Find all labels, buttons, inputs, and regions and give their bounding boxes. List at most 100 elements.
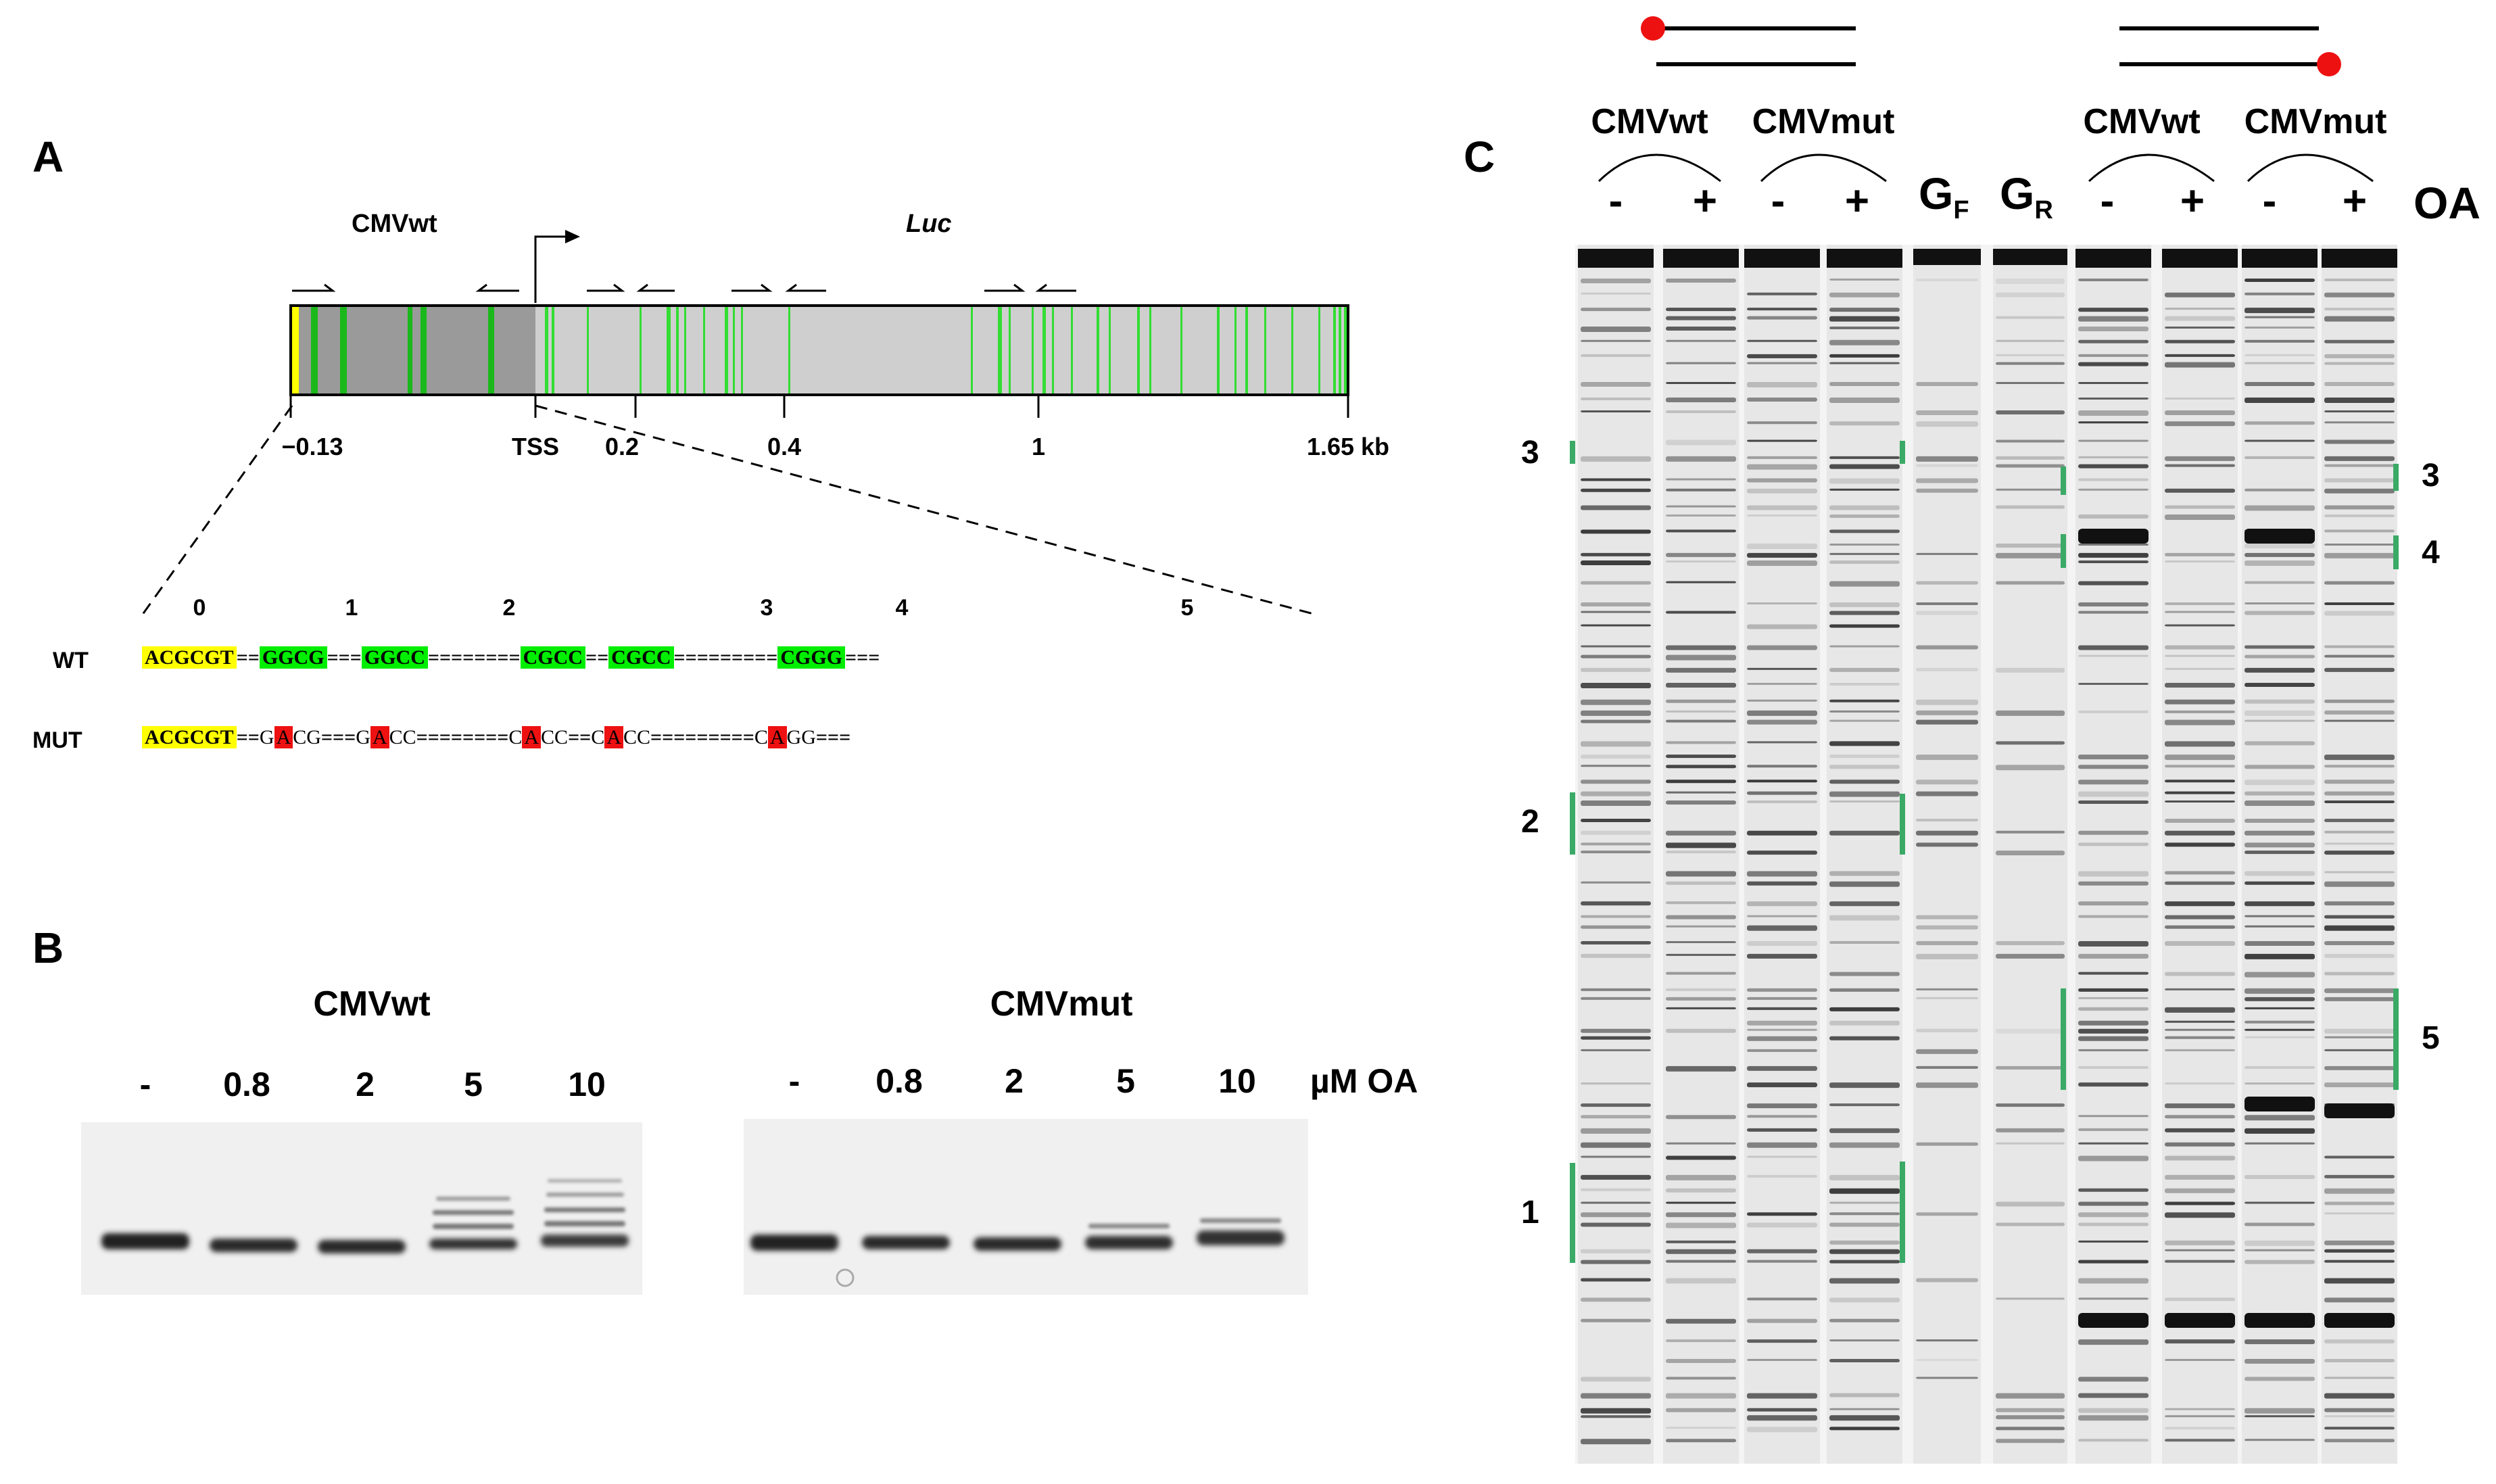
seq-base: G: [259, 726, 274, 748]
gel-band: [2165, 800, 2235, 803]
gel-artifact: [836, 1268, 855, 1287]
footprint-marker-label: 3: [2422, 458, 2440, 494]
gel-band: [2165, 488, 2235, 493]
gel-band: [2078, 1188, 2149, 1192]
gel-band: [2165, 842, 2235, 847]
gel-band: [1581, 925, 1651, 929]
gel-band: [1747, 1082, 1817, 1088]
lane-label: 2: [1005, 1062, 1024, 1100]
gel-band: [2324, 1103, 2395, 1118]
gel-band: [2245, 842, 2315, 848]
gel-band: [2165, 292, 2235, 297]
gel-band: [1829, 381, 1900, 386]
gel-band: [1747, 478, 1817, 483]
gel-band: [2165, 1142, 2235, 1147]
lane-group-title: CMVmut: [2244, 102, 2387, 141]
gel-band: [1666, 279, 1736, 283]
oa-label: OA: [2414, 178, 2480, 228]
gel-band: [2078, 800, 2149, 804]
gel-band: [2324, 988, 2395, 993]
gel-band: [2165, 1339, 2235, 1344]
gel-band: [1829, 1339, 1900, 1342]
concentration-unit: µM OA: [1310, 1062, 1418, 1100]
gel-band: [2324, 972, 2395, 976]
gel-band: [2245, 327, 2315, 329]
gel-band: [1996, 1066, 2065, 1070]
site-number: 2: [502, 595, 516, 621]
gel-band: [2165, 682, 2235, 688]
gel-band: [1829, 624, 1900, 628]
gel-band: [1747, 791, 1817, 795]
gel-band: [2165, 1049, 2235, 1051]
gel-band: [1916, 421, 1978, 427]
gel-band: [2245, 456, 2315, 459]
gel-band: [1666, 478, 1736, 481]
gel-band: [1581, 881, 1651, 884]
g-reverse-label: GR: [2000, 168, 2053, 225]
gel-band: [101, 1233, 189, 1249]
lane-sign: -: [2262, 178, 2277, 224]
gel-shift-band: [1088, 1224, 1170, 1228]
seq-gap: ===: [327, 646, 362, 669]
gel-band: [2245, 488, 2315, 492]
gel-band: [2078, 1155, 2149, 1162]
gel-band: [1747, 560, 1817, 567]
gel-band: [2324, 1297, 2395, 1303]
gel-band: [1996, 488, 2065, 491]
gel-band: [1916, 719, 1978, 725]
gel-band: [1916, 710, 1978, 715]
gel-band: [2324, 1174, 2395, 1178]
gel-band: [1581, 1028, 1651, 1033]
gel-band: [2078, 514, 2149, 519]
gel-band: [1996, 941, 2065, 946]
gel-band: [1829, 830, 1900, 836]
gel-band: [1581, 1188, 1651, 1191]
gel-band: [2165, 354, 2235, 357]
gel-band: [1581, 1082, 1651, 1085]
gel-band: [1747, 915, 1817, 917]
gel-band: [1747, 851, 1817, 855]
lane-label: 5: [1116, 1062, 1135, 1100]
gel-band: [1829, 765, 1900, 769]
gel-band: [1581, 1408, 1651, 1414]
gel-band: [1916, 988, 1978, 990]
gel-band: [1581, 1393, 1651, 1399]
gel-band: [1581, 1103, 1651, 1107]
gel-band: [2324, 901, 2395, 906]
gel-band: [1747, 1142, 1817, 1148]
gel-band: [2078, 1313, 2149, 1328]
gel-band: [1581, 1128, 1651, 1134]
gel-band: [2245, 1222, 2315, 1226]
gel-shift-band: [436, 1197, 510, 1201]
seq-gap: ==: [585, 646, 609, 669]
gel-band: [1581, 279, 1651, 283]
gel-band: [1581, 667, 1651, 672]
gel-band: [2245, 791, 2315, 796]
gel-band: [2324, 1155, 2395, 1159]
gel-band: [1747, 710, 1817, 716]
gel-band: [1581, 1415, 1651, 1418]
gel-band: [2324, 421, 2395, 424]
seq-base: C: [508, 726, 523, 748]
gel-band: [2324, 478, 2395, 483]
gel-band: [1581, 780, 1651, 784]
gel-band: [2078, 381, 2149, 384]
gel-band: [1829, 1036, 1900, 1040]
lane-sign: +: [2180, 178, 2205, 224]
lane-group-title: CMVwt: [2083, 102, 2201, 141]
gel-band: [2078, 464, 2149, 469]
gel-band: [862, 1236, 950, 1249]
gel-band: [2324, 791, 2395, 796]
gel-band: [1996, 339, 2065, 342]
gel-band: [1829, 1427, 1900, 1431]
gel-band: [2078, 1142, 2149, 1145]
gel-band: [2324, 1377, 2395, 1379]
axis-tick-label: 0.4: [767, 433, 802, 460]
gel-band: [1996, 439, 2065, 443]
footprint-gel: [1575, 245, 2397, 1464]
gel-band: [2245, 881, 2315, 885]
gel-band: [1666, 780, 1736, 784]
gel-band: [1666, 682, 1736, 688]
gel-band: [1666, 645, 1736, 650]
construct-map: [141, 230, 1349, 617]
